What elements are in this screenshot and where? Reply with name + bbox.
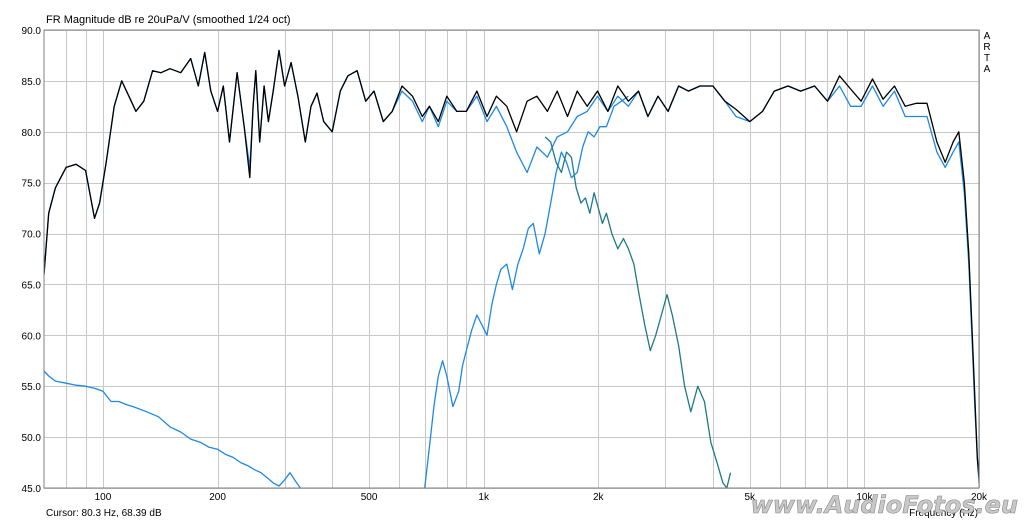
y-tick-label: 75.0 <box>22 179 42 190</box>
watermark: www.AudioFotos.eu <box>751 491 1018 519</box>
series-line-2 <box>44 370 301 488</box>
series-line-0 <box>44 49 979 478</box>
grid <box>44 30 980 489</box>
plot-frame <box>43 29 980 489</box>
y-tick-label: 65.0 <box>22 280 42 291</box>
x-tick-label: 500 <box>361 492 378 503</box>
series-line-4 <box>544 136 732 488</box>
y-tick-label: 90.0 <box>22 26 42 37</box>
series-line-3 <box>424 95 629 488</box>
cursor-readout: Cursor: 80.3 Hz, 68.39 dB <box>46 508 162 519</box>
x-tick-label: 1k <box>478 492 490 503</box>
chart-title: FR Magnitude dB re 20uPa/V (smoothed 1/2… <box>46 14 291 26</box>
arta-brand: A R T A <box>983 31 990 75</box>
x-tick-label: 2k <box>593 492 605 503</box>
x-tick-label: 100 <box>95 492 112 503</box>
y-tick-label: 45.0 <box>22 484 42 495</box>
x-tick-label: 5k <box>745 492 757 503</box>
y-axis: 90.0 85.0 80.0 75.0 70.0 65.0 60.0 55.0 50.0 45.0 <box>22 26 42 495</box>
brand-letter-a2: A <box>984 64 991 75</box>
x-tick-label: 10k <box>856 492 873 503</box>
brand-letter-t: T <box>984 53 990 64</box>
y-tick-label: 60.0 <box>22 331 42 342</box>
y-tick-label: 50.0 <box>22 433 42 444</box>
y-tick-label: 55.0 <box>22 382 42 393</box>
plot-area <box>44 49 979 488</box>
y-tick-label: 70.0 <box>22 230 42 241</box>
brand-letter-r: R <box>983 42 990 53</box>
x-tick-label: 200 <box>209 492 226 503</box>
x-axis-label: Frequency (Hz) <box>909 508 978 519</box>
x-tick-label: 20k <box>971 492 988 503</box>
y-tick-label: 85.0 <box>22 77 42 88</box>
brand-letter-a1: A <box>984 31 991 42</box>
y-tick-label: 80.0 <box>22 128 42 139</box>
x-axis: 100 200 500 1k 2k 5k 10k 20k <box>95 492 988 503</box>
